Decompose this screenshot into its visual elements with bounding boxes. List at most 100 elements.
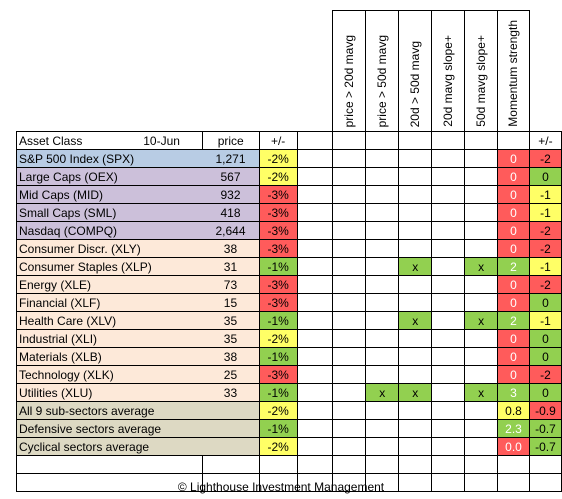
momentum-cell: 0 (497, 239, 530, 258)
momentum-cell: 0 (497, 329, 530, 348)
price-cell: 932 (202, 185, 260, 204)
price-cell: 15 (202, 293, 260, 312)
indicator-cell (332, 419, 367, 438)
asset-name: Mid Caps (MID) (16, 185, 203, 204)
price-cell: 73 (202, 275, 260, 294)
blank-cell (365, 473, 400, 492)
spacer-cell (297, 293, 334, 312)
price-cell (202, 437, 260, 456)
momentum-change-cell: -2 (529, 239, 562, 258)
table-row: Materials (XLB) 38 -1% 0 0 (16, 347, 562, 366)
table-row: Consumer Discr. (XLY) 38 -3% 0 -2 (16, 239, 562, 258)
table-row: Defensive sectors average -1% 2.3 -0.7 (16, 419, 562, 438)
spacer-cell (297, 329, 334, 348)
indicator-cell (365, 347, 400, 366)
column-header-row: Asset Class 10-Jun price +/- +/- (16, 131, 562, 150)
indicator-cell (464, 167, 499, 186)
price-cell: 38 (202, 239, 260, 258)
spacer-cell (297, 365, 334, 384)
indicator-cell (431, 149, 466, 168)
indicator-cell (332, 149, 367, 168)
indicator-cell (431, 365, 466, 384)
table-row: Technology (XLK) 25 -3% 0 -2 (16, 365, 562, 384)
header-change: +/- (259, 131, 298, 150)
blank-cell (398, 455, 433, 474)
indicator-cell: x (464, 383, 499, 402)
indicator-cell (431, 185, 466, 204)
asset-name: All 9 sub-sectors average (16, 401, 203, 420)
momentum-table: price > 20d mavg price > 50d mavg 20d > … (16, 10, 562, 492)
momentum-change-cell: 0 (529, 167, 562, 186)
indicator-cell (431, 257, 466, 276)
blank-cell (259, 473, 298, 492)
indicator-cell (464, 239, 499, 258)
momentum-cell: 0.0 (497, 437, 530, 456)
blank-cell (497, 455, 530, 474)
table-row: Large Caps (OEX) 567 -2% 0 0 (16, 167, 562, 186)
change-cell: -2% (259, 401, 298, 420)
indicator-cell (464, 437, 499, 456)
change-cell: -3% (259, 275, 298, 294)
indicator-cell (431, 329, 466, 348)
momentum-cell: 0 (497, 185, 530, 204)
indicator-cell (431, 275, 466, 294)
momentum-cell: 2 (497, 311, 530, 330)
blank-cell (16, 455, 203, 474)
indicator-cell (332, 257, 367, 276)
blank-cell (431, 455, 466, 474)
change-cell: -1% (259, 347, 298, 366)
indicator-header-row: price > 20d mavg price > 50d mavg 20d > … (17, 10, 562, 132)
price-cell: 1,271 (202, 149, 260, 168)
indicator-cell (398, 293, 433, 312)
price-cell: 31 (202, 257, 260, 276)
indicator-cell (431, 401, 466, 420)
indicator-cell (365, 239, 400, 258)
indicator-cell (398, 365, 433, 384)
blank-cell (297, 455, 334, 474)
table-row: Energy (XLE) 73 -3% 0 -2 (16, 275, 562, 294)
momentum-cell: 0 (497, 347, 530, 366)
indicator-cell (365, 419, 400, 438)
indicator-cell (431, 167, 466, 186)
change-cell: -3% (259, 239, 298, 258)
indicator-cell (431, 221, 466, 240)
momentum-cell: 0.8 (497, 401, 530, 420)
indicator-cell (365, 293, 400, 312)
indicator-cell (332, 185, 367, 204)
change-cell: -1% (259, 383, 298, 402)
indicator-cell (398, 239, 433, 258)
spacer-cell (297, 257, 334, 276)
table-row: Nasdaq (COMPQ) 2,644 -3% 0 -2 (16, 221, 562, 240)
momentum-change-cell: -2 (529, 221, 562, 240)
header-price-gt-20d: price > 20d mavg (332, 10, 367, 132)
asset-name: S&P 500 Index (SPX) (16, 149, 203, 168)
momentum-cell: 0 (497, 275, 530, 294)
momentum-change-cell: -0.9 (529, 401, 562, 420)
price-cell: 2,644 (202, 221, 260, 240)
price-cell: 567 (202, 167, 260, 186)
header-20d-slope: 20d mavg slope+ (431, 10, 466, 132)
table-row: Industrial (XLI) 35 -2% 0 0 (16, 329, 562, 348)
indicator-cell (464, 347, 499, 366)
asset-name: Consumer Discr. (XLY) (16, 239, 203, 258)
change-cell: -3% (259, 185, 298, 204)
header-20d-gt-50d: 20d > 50d mavg (398, 10, 433, 132)
header-asset-class: Asset Class (16, 131, 122, 150)
indicator-cell (365, 401, 400, 420)
blank-cell (497, 473, 530, 492)
indicator-cell (365, 203, 400, 222)
indicator-cell (365, 149, 400, 168)
indicator-cell (332, 203, 367, 222)
indicator-cell (398, 203, 433, 222)
indicator-cell (431, 239, 466, 258)
header-date: 10-Jun (121, 131, 203, 150)
indicator-cell (365, 311, 400, 330)
indicator-cell: x (398, 383, 433, 402)
spacer-cell (297, 275, 334, 294)
indicator-cell (398, 149, 433, 168)
asset-name: Financial (XLF) (16, 293, 203, 312)
momentum-cell: 0 (497, 149, 530, 168)
table-row: Small Caps (SML) 418 -3% 0 -1 (16, 203, 562, 222)
blank-cell (431, 473, 466, 492)
change-cell: -2% (259, 149, 298, 168)
